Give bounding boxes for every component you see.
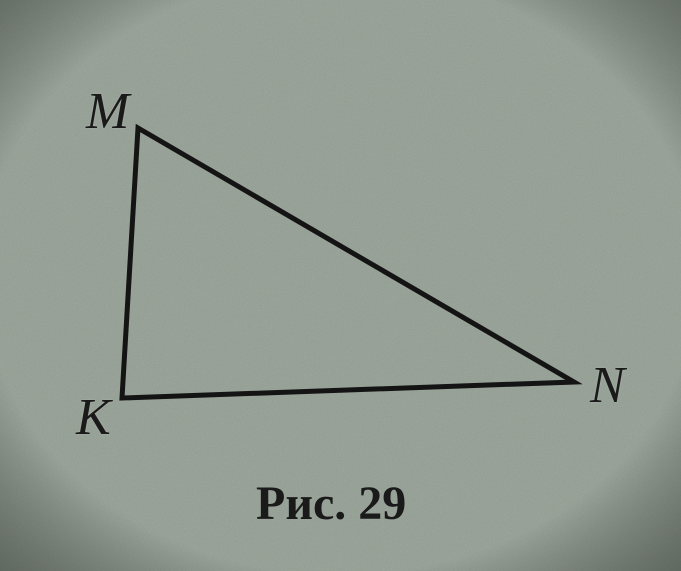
vertex-label-k: K	[76, 392, 111, 444]
figure-caption: Рис. 29	[256, 480, 406, 528]
vertex-label-n: N	[590, 360, 625, 412]
vertex-label-m: M	[86, 86, 129, 138]
